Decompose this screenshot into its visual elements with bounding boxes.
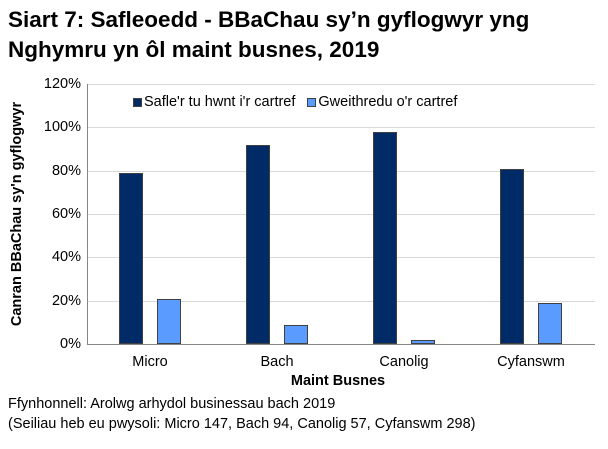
y-tick-label: 0% (60, 336, 81, 352)
gridline (87, 84, 595, 85)
x-tick-label: Micro (132, 354, 168, 370)
bar-cyfanswm-series-1 (538, 302, 562, 344)
bar-bach-series-1 (284, 324, 308, 344)
x-axis-line (87, 344, 595, 345)
bases-note: (Seiliau heb eu pwysoli: Micro 147, Bach… (8, 416, 476, 432)
legend-item: Safle'r tu hwnt i'r cartref (133, 94, 295, 110)
bar-micro-series-1 (157, 298, 181, 344)
gridline (87, 214, 595, 215)
legend-swatch-icon (133, 97, 142, 107)
chart-title: Siart 7: Safleoedd - BBaChau sy’n gyflog… (8, 5, 608, 65)
x-tick-label: Cyfanswm (497, 354, 565, 370)
chart-title-line-2: Nghymru yn ôl maint busnes, 2019 (8, 37, 380, 62)
legend-label: Safle'r tu hwnt i'r cartref (144, 94, 296, 110)
legend-item: Gweithredu o'r cartref (307, 94, 457, 110)
y-axis-label: Canran BBaChau sy'n gyflogwyr (9, 101, 25, 327)
gridline (87, 300, 595, 302)
legend-label: Gweithredu o'r cartref (318, 94, 458, 110)
x-axis-label: Maint Busnes (290, 373, 386, 389)
bar-bach-series-0 (246, 144, 270, 344)
legend-swatch-icon (307, 97, 317, 107)
chart-title-line-1: Siart 7: Safleoedd - BBaChau sy’n gyflog… (8, 7, 530, 32)
x-tick-label: Canolig (379, 354, 429, 370)
y-tick-label: 80% (51, 162, 81, 179)
y-tick-label: 60% (51, 206, 81, 222)
y-tick-label: 100% (43, 119, 81, 136)
gridline (87, 257, 595, 259)
y-tick-label: 20% (51, 292, 81, 309)
bar-canolig-series-0 (373, 131, 397, 344)
plot-area (87, 84, 595, 345)
y-axis-line (87, 84, 88, 344)
bar-cyfanswm-series-0 (500, 168, 524, 344)
bar-micro-series-0 (119, 172, 143, 344)
legend: Safle'r tu hwnt i'r cartref Gweithredu o'… (131, 94, 472, 110)
gridline (87, 127, 595, 129)
bar-canolig-series-1 (411, 339, 435, 344)
y-tick-label: 120% (43, 76, 81, 92)
y-tick-label: 40% (51, 249, 81, 266)
gridline (87, 170, 595, 172)
x-tick-label: Bach (260, 354, 294, 370)
source-note: Ffynhonnell: Arolwg arhydol businessau b… (8, 396, 336, 412)
